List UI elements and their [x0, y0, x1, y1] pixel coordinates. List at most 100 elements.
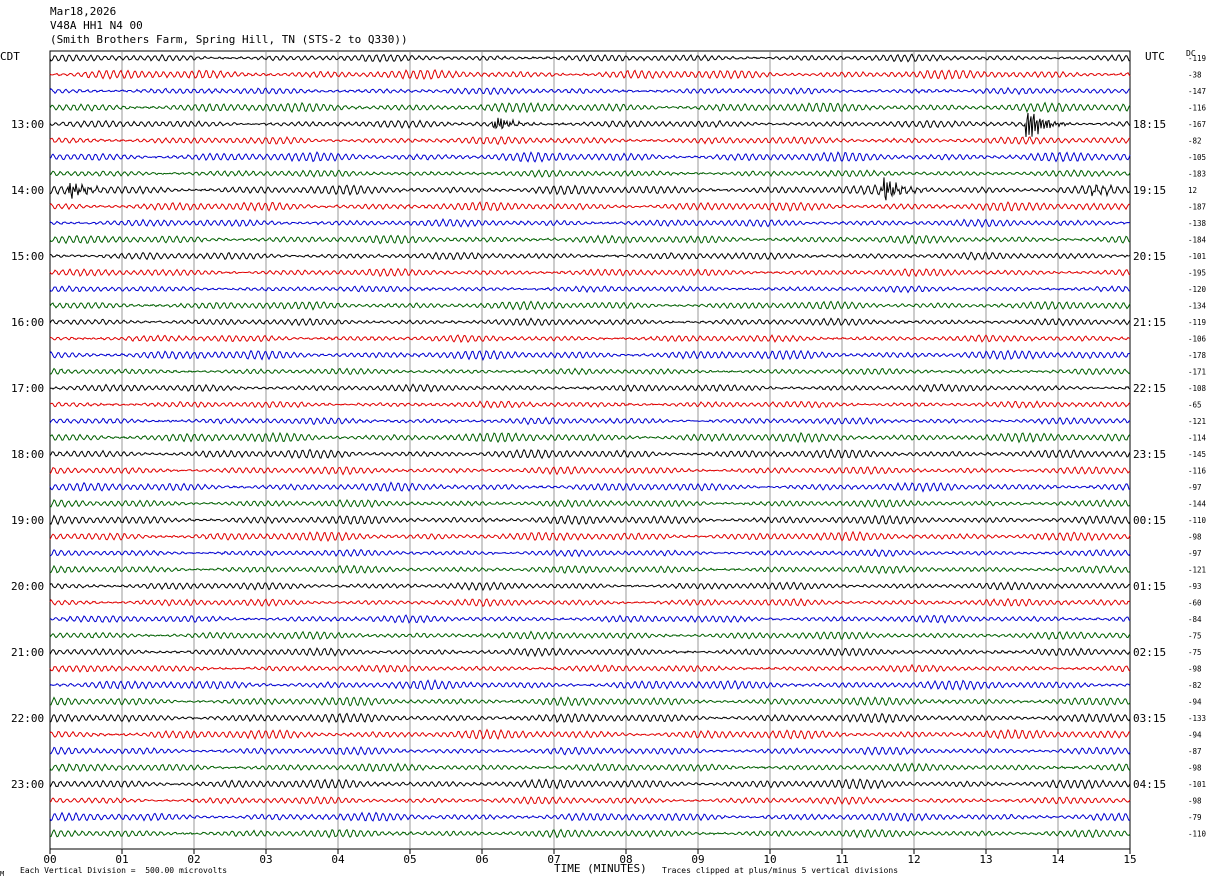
- dc-offset-label: -119: [1188, 318, 1206, 327]
- right-hour-label: 00:15: [1133, 514, 1166, 527]
- x-tick-label: 10: [763, 853, 776, 866]
- left-hour-label: 17:00: [11, 382, 44, 395]
- x-tick-label: 12: [907, 853, 920, 866]
- trace-line: [49, 564, 1131, 575]
- trace-line: [49, 349, 1131, 361]
- dc-offset-label: -121: [1188, 417, 1206, 426]
- dc-offset-label: -178: [1188, 351, 1207, 360]
- dc-offset-label: -167: [1188, 120, 1206, 129]
- right-hour-label: 03:15: [1133, 712, 1166, 725]
- dc-offset-label: -134: [1188, 302, 1207, 311]
- x-tick-label: 04: [331, 853, 345, 866]
- dc-offset-label: -116: [1188, 104, 1207, 113]
- left-hour-label: 16:00: [11, 316, 44, 329]
- dc-offset-label: -82: [1188, 681, 1202, 690]
- plot-date: Mar18,2026: [50, 5, 117, 18]
- dc-offset-label: -110: [1188, 516, 1207, 525]
- dc-offset-label: -65: [1188, 401, 1202, 410]
- trace-line: [49, 367, 1131, 376]
- trace-line: [49, 136, 1131, 146]
- dc-offset-label: -120: [1188, 285, 1207, 294]
- left-hour-label: 18:00: [11, 448, 44, 461]
- trace-line: [49, 317, 1131, 327]
- trace-line: [49, 647, 1131, 658]
- dc-offset-label: -98: [1188, 797, 1202, 806]
- trace-line: [49, 778, 1131, 790]
- plot-frame: [49, 50, 1131, 850]
- trace-line: [49, 811, 1131, 823]
- left-timezone-label: CDT: [0, 50, 20, 63]
- dc-offset-label: -93: [1188, 582, 1202, 591]
- trace-line: [49, 53, 1131, 63]
- trace-line: [49, 334, 1131, 344]
- left-hour-label: 15:00: [11, 250, 44, 263]
- scale-note: Each Vertical Division = 500.00 microvol…: [20, 866, 228, 875]
- left-hour-label: 20:00: [11, 580, 44, 593]
- x-tick-label: 01: [115, 853, 128, 866]
- left-hour-label: 22:00: [11, 712, 44, 725]
- trace-line: [49, 466, 1131, 476]
- dc-offset-label: -101: [1188, 780, 1206, 789]
- trace-line: [49, 101, 1131, 114]
- dc-offset-label: -79: [1188, 813, 1202, 822]
- dc-offset-label: -110: [1188, 830, 1207, 839]
- trace-line: [49, 448, 1131, 460]
- dc-offset-label: -144: [1188, 500, 1207, 509]
- dc-offset-label: -116: [1188, 467, 1207, 476]
- dc-offset-label: -119: [1188, 54, 1206, 63]
- trace-line: [49, 201, 1131, 212]
- trace-line: [49, 678, 1131, 691]
- trace-line: [49, 251, 1131, 261]
- dc-offset-label: -75: [1188, 632, 1202, 641]
- dc-offset-label: -97: [1188, 483, 1202, 492]
- dc-offset-label: -114: [1188, 434, 1207, 443]
- trace-line: [49, 416, 1131, 426]
- x-tick-label: 02: [187, 853, 200, 866]
- right-hour-label: 20:15: [1133, 250, 1166, 263]
- dc-offset-label: -98: [1188, 533, 1202, 542]
- right-hour-label: 23:15: [1133, 448, 1166, 461]
- dc-offset-label: -145: [1188, 450, 1206, 459]
- x-axis-title: TIME (MINUTES): [554, 862, 647, 875]
- dc-offset-label: -133: [1188, 714, 1206, 723]
- x-tick-label: 08: [619, 853, 632, 866]
- dc-offset-label: -106: [1188, 335, 1207, 344]
- right-hour-label: 18:15: [1133, 118, 1166, 131]
- dc-offset-label: -171: [1188, 368, 1206, 377]
- trace-line: [49, 530, 1131, 543]
- dc-offset-label: -98: [1188, 764, 1202, 773]
- trace-line: [49, 614, 1131, 624]
- clip-note: Traces clipped at plus/minus 5 vertical …: [662, 866, 899, 875]
- dc-offset-label: -108: [1188, 384, 1207, 393]
- dc-offset-label: -97: [1188, 549, 1202, 558]
- x-tick-label: 14: [1051, 853, 1065, 866]
- dc-offset-label: -75: [1188, 648, 1202, 657]
- dc-offset-label: -195: [1188, 269, 1206, 278]
- trace-line: [49, 481, 1131, 493]
- left-hour-label: 14:00: [11, 184, 44, 197]
- trace-line: [49, 177, 1131, 201]
- corner-mark: M: [0, 870, 5, 878]
- trace-line: [49, 745, 1131, 756]
- trace-line: [49, 383, 1131, 393]
- trace-line: [49, 234, 1131, 245]
- trace-line: [49, 712, 1131, 724]
- dc-offset-label: -138: [1188, 219, 1207, 228]
- trace-line: [49, 169, 1131, 178]
- x-tick-label: 05: [403, 853, 416, 866]
- x-tick-label: 15: [1123, 853, 1136, 866]
- dc-offset-header: DC: [1186, 49, 1196, 58]
- trace-line: [49, 151, 1131, 163]
- trace-line: [49, 597, 1131, 608]
- left-hour-label: 21:00: [11, 646, 44, 659]
- dc-offset-label: -183: [1188, 170, 1206, 179]
- right-hour-label: 02:15: [1133, 646, 1166, 659]
- trace-line: [49, 69, 1131, 80]
- trace-line: [49, 728, 1131, 741]
- trace-line: [49, 514, 1131, 526]
- dc-offset-label: -147: [1188, 87, 1206, 96]
- x-tick-label: 07: [547, 853, 560, 866]
- right-hour-label: 22:15: [1133, 382, 1166, 395]
- trace-line: [49, 285, 1131, 294]
